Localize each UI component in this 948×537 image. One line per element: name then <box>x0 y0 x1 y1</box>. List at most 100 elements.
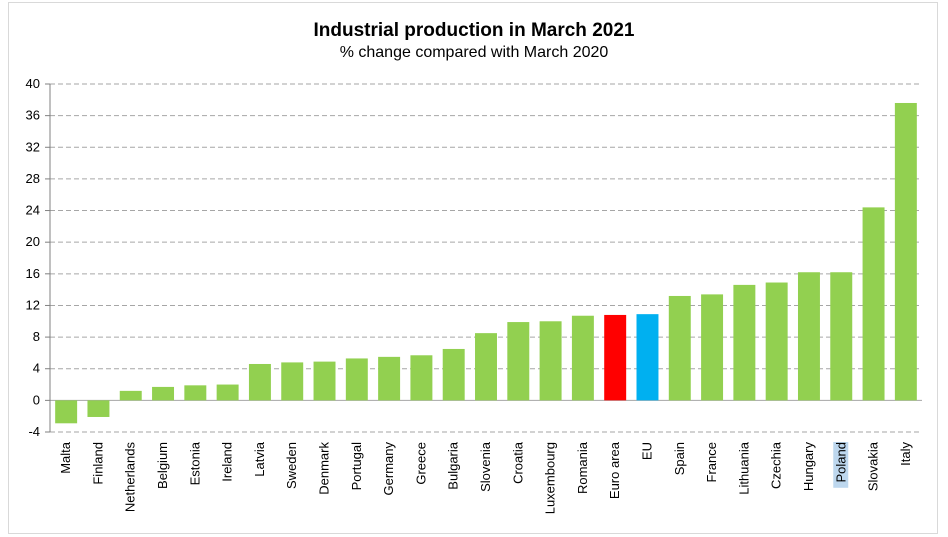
x-tick-label: Ireland <box>220 442 235 482</box>
x-label-group: Malta <box>58 441 73 474</box>
x-label-group: Lithuania <box>736 441 751 495</box>
bar-france <box>701 294 724 401</box>
y-tick-label: -4 <box>28 424 40 439</box>
x-label-group: Ireland <box>220 442 235 482</box>
bar-portugal <box>345 358 368 401</box>
x-label-group: Euro area <box>607 441 622 499</box>
x-label-group: Romania <box>575 441 590 494</box>
y-tick-label: 4 <box>33 361 40 376</box>
x-tick-label: Greece <box>413 442 428 485</box>
y-tick-label: 28 <box>26 171 40 186</box>
bar-greece <box>410 355 433 401</box>
x-tick-label: Latvia <box>252 441 267 476</box>
bar-eu <box>636 314 659 401</box>
x-tick-label: Czechia <box>769 441 784 489</box>
x-tick-label: Sweden <box>284 442 299 489</box>
x-tick-label: EU <box>639 442 654 460</box>
x-tick-label: Estonia <box>187 441 202 485</box>
x-label-group: France <box>704 442 719 482</box>
x-tick-label: Germany <box>381 442 396 496</box>
bar-malta <box>55 400 78 424</box>
bar-czechia <box>765 282 788 401</box>
x-tick-label: Bulgaria <box>446 441 461 489</box>
x-tick-label: Spain <box>672 442 687 475</box>
bar-denmark <box>313 361 336 401</box>
x-label-group: Finland <box>90 442 105 485</box>
x-label-group: Germany <box>381 442 396 496</box>
bar-netherlands <box>119 390 142 401</box>
bar-bulgaria <box>442 348 465 401</box>
x-label-group: Sweden <box>284 442 299 489</box>
bar-italy <box>894 102 917 401</box>
bar-luxembourg <box>539 321 562 401</box>
x-label-group: Slovenia <box>478 441 493 492</box>
y-tick-label: 20 <box>26 234 40 249</box>
y-tick-label: 12 <box>26 297 40 312</box>
label-highlight <box>833 442 849 488</box>
chart-subtitle: % change compared with March 2020 <box>339 44 609 61</box>
x-label-group: Croatia <box>510 441 525 484</box>
bar-finland <box>87 400 110 417</box>
x-tick-label: Poland <box>833 442 848 482</box>
bars <box>55 102 917 424</box>
x-label-group: Greece <box>413 442 428 485</box>
bar-poland <box>830 272 853 401</box>
x-label-group: Czechia <box>769 441 784 489</box>
x-tick-label: Netherlands <box>123 442 138 513</box>
x-label-group: Estonia <box>187 441 202 485</box>
x-label-group: Belgium <box>155 442 170 489</box>
x-label-group: Latvia <box>252 441 267 476</box>
y-tick-label: 40 <box>26 76 40 91</box>
x-tick-label: Croatia <box>510 441 525 484</box>
x-tick-label: Italy <box>898 442 913 466</box>
x-label-group: Slovakia <box>866 441 881 491</box>
bar-spain <box>668 295 691 401</box>
bar-slovenia <box>475 333 497 401</box>
x-tick-label: Luxembourg <box>543 442 558 514</box>
x-tick-label: Belgium <box>155 442 170 489</box>
x-tick-label: Lithuania <box>736 441 751 495</box>
y-tick-label: 16 <box>26 266 40 281</box>
x-label-group: Hungary <box>801 442 816 492</box>
x-label-group: Poland <box>833 442 849 488</box>
bar-estonia <box>184 385 207 401</box>
x-label-group: Netherlands <box>123 442 138 513</box>
chart-frame <box>8 2 938 534</box>
x-tick-label: Finland <box>90 442 105 485</box>
y-tick-label: 8 <box>33 329 40 344</box>
bar-ireland <box>216 384 239 401</box>
bar-romania <box>571 315 594 401</box>
y-tick-label: 32 <box>26 139 40 154</box>
x-label-group: Luxembourg <box>543 442 558 514</box>
y-tick-label: 36 <box>26 108 40 123</box>
x-label-group: Italy <box>898 442 913 466</box>
x-label-group: Denmark <box>317 442 332 495</box>
x-tick-label: Hungary <box>801 442 816 492</box>
bar-euro-area <box>604 314 627 401</box>
x-tick-label: Denmark <box>317 442 332 495</box>
x-tick-label: Slovakia <box>866 441 881 491</box>
x-tick-label: Romania <box>575 441 590 494</box>
bar-hungary <box>797 272 820 401</box>
x-tick-label: France <box>704 442 719 482</box>
x-tick-label: Malta <box>58 441 73 474</box>
bar-slovakia <box>862 207 885 401</box>
x-axis-labels: Malta Finland Netherlands Belgium Estonia Ire… <box>58 441 913 514</box>
x-tick-label: Euro area <box>607 441 622 499</box>
bar-croatia <box>507 322 530 401</box>
y-tick-label: 24 <box>26 203 40 218</box>
y-tick-label: 0 <box>33 392 40 407</box>
x-label-group: Spain <box>672 442 687 475</box>
x-label-group: Bulgaria <box>446 441 461 489</box>
x-tick-label: Slovenia <box>478 441 493 492</box>
bar-lithuania <box>733 284 756 401</box>
bar-latvia <box>248 363 271 401</box>
bar-germany <box>378 356 401 401</box>
bar-belgium <box>152 386 175 401</box>
chart-title: Industrial production in March 2021 <box>313 20 635 41</box>
y-axis: -4 0 4 8 12 16 20 24 28 32 36 40 <box>26 76 51 439</box>
x-label-group: Portugal <box>349 442 364 491</box>
x-tick-label: Portugal <box>349 442 364 491</box>
x-label-group: EU <box>639 442 654 460</box>
